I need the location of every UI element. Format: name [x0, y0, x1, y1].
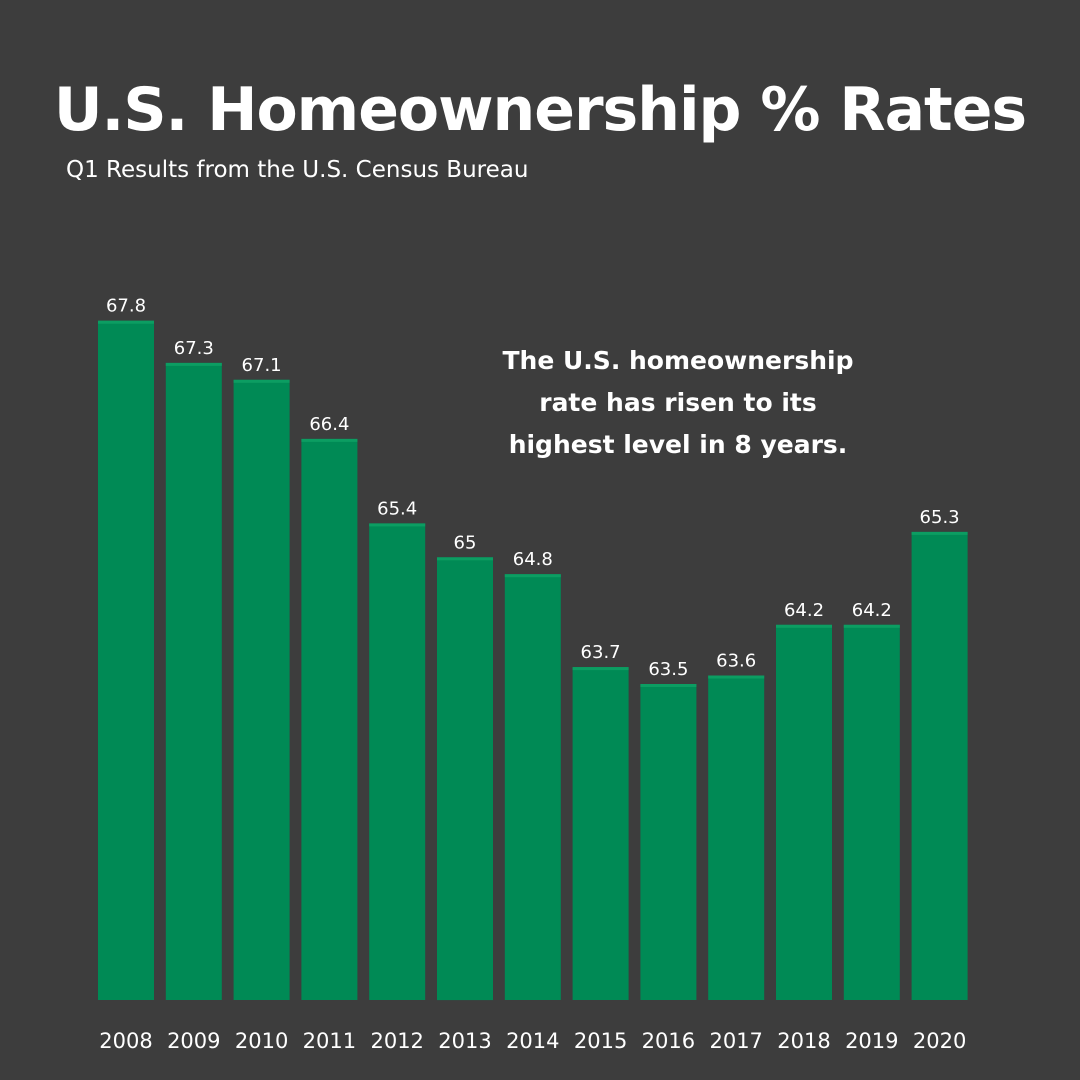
data-label-2011: 66.4 — [309, 414, 349, 435]
bar-2020 — [911, 531, 968, 1000]
x-tick-label-2015: 2015 — [574, 1029, 627, 1053]
bar-top-edge — [369, 523, 426, 527]
bar-top-edge — [504, 574, 561, 578]
annotation-line: The U.S. homeownership — [502, 346, 854, 375]
x-tick-label-2017: 2017 — [709, 1029, 762, 1053]
data-label-2008: 67.8 — [106, 296, 146, 317]
bar-top-edge — [165, 362, 222, 366]
data-label-2013: 65 — [454, 532, 477, 553]
data-label-2014: 64.8 — [513, 549, 553, 570]
bar-2013 — [437, 557, 493, 1001]
data-label-2017: 63.6 — [716, 651, 756, 672]
bar-top-edge — [776, 624, 832, 628]
annotation-line: rate has risen to its — [539, 388, 817, 417]
annotation-callout: The U.S. homeownership rate has risen to… — [468, 340, 888, 466]
bar-2012 — [369, 523, 426, 1000]
x-tick-label-2010: 2010 — [235, 1029, 288, 1053]
bar-2016 — [640, 684, 697, 1000]
bar-top-edge — [98, 320, 154, 324]
x-tick-label-2013: 2013 — [438, 1029, 491, 1053]
data-label-2016: 63.5 — [648, 659, 688, 680]
x-tick-label-2020: 2020 — [913, 1029, 966, 1053]
bar-top-edge — [233, 379, 290, 383]
x-tick-label-2011: 2011 — [303, 1029, 356, 1053]
bar-2008 — [98, 320, 154, 1000]
bar-2018 — [776, 624, 832, 1000]
bar-top-edge — [572, 667, 629, 671]
x-tick-label-2008: 2008 — [99, 1029, 152, 1053]
bar-2010 — [233, 379, 290, 1000]
chart-title: U.S. Homeownership % Rates — [53, 75, 1027, 145]
chart-subtitle: Q1 Results from the U.S. Census Bureau — [66, 157, 529, 183]
bar-top-edge — [708, 675, 765, 679]
bar-2014 — [504, 574, 561, 1000]
bar-top-edge — [301, 438, 358, 442]
bar-2009 — [165, 362, 222, 1000]
x-tick-label-2014: 2014 — [506, 1029, 559, 1053]
bar-top-edge — [437, 557, 493, 561]
x-tick-label-2018: 2018 — [777, 1029, 830, 1053]
x-tick-label-2009: 2009 — [167, 1029, 220, 1053]
data-label-2009: 67.3 — [174, 338, 214, 359]
bar-2015 — [572, 667, 629, 1000]
data-label-2015: 63.7 — [581, 642, 621, 663]
bar-top-edge — [640, 684, 697, 687]
bar-top-edge — [843, 624, 900, 628]
x-tick-label-2019: 2019 — [845, 1029, 898, 1053]
bar-2017 — [708, 675, 765, 1000]
annotation-line: highest level in 8 years. — [508, 430, 848, 459]
bar-2019 — [843, 624, 900, 1000]
bar-top-edge — [911, 531, 968, 535]
data-label-2018: 64.2 — [784, 600, 824, 621]
x-tick-label-2012: 2012 — [370, 1029, 423, 1053]
data-label-2020: 65.3 — [920, 507, 960, 528]
bar-2011 — [301, 438, 358, 1000]
x-tick-label-2016: 2016 — [642, 1029, 695, 1053]
data-label-2010: 67.1 — [242, 355, 282, 376]
data-label-2012: 65.4 — [377, 498, 417, 519]
data-label-2019: 64.2 — [852, 600, 892, 621]
